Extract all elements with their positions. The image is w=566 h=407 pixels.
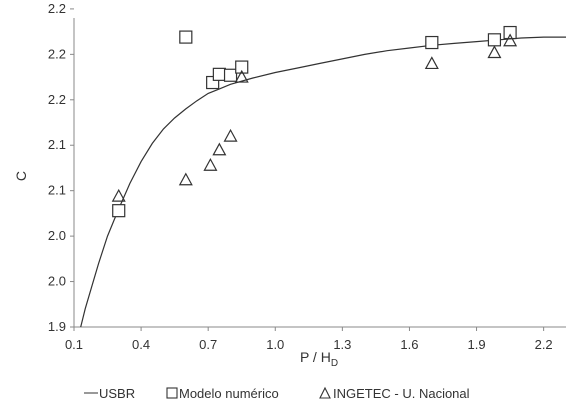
x-tick-label: 1.9	[468, 337, 486, 352]
ingetec-point	[223, 128, 238, 142]
x-tick-label: 1.6	[400, 337, 418, 352]
y-tick-label: 2.1	[48, 183, 66, 198]
x-tick-label: 0.1	[65, 337, 83, 352]
modelo-point	[487, 33, 502, 47]
y-tick-label: 2.1	[48, 137, 66, 152]
ingetec-point	[234, 69, 249, 83]
ingetec-point	[111, 188, 126, 202]
y-axis-title: C	[13, 171, 29, 181]
modelo-point	[223, 68, 238, 82]
y-tick-label: 2.0	[48, 228, 66, 243]
x-axis-title: P / HD	[300, 349, 338, 369]
legend-square-marker	[166, 387, 178, 399]
modelo-point	[235, 60, 249, 74]
y-tick-label: 2.2	[48, 1, 66, 16]
x-axis-title-subscript: D	[331, 358, 338, 369]
ingetec-point	[212, 142, 227, 156]
x-tick-labels: 0.1 0.4 0.7 1.0 1.3 1.6 1.9 2.2	[65, 327, 553, 352]
legend-ingetec-label: INGETEC - U. Nacional	[333, 386, 470, 401]
x-tick-label: 2.2	[535, 337, 553, 352]
ingetec-point	[487, 45, 502, 59]
usbr-curve	[80, 36, 566, 328]
modelo-point	[179, 30, 193, 44]
plot-area	[80, 25, 566, 328]
y-tick-label: 2.2	[48, 92, 66, 107]
modelo-point	[503, 25, 517, 40]
ingetec-point	[178, 172, 193, 186]
legend: USBR Modelo numérico INGETEC - U. Nacion…	[84, 386, 470, 401]
x-axis-title-main: P / H	[300, 349, 331, 365]
ingetec-point	[503, 33, 518, 47]
modelo-point	[425, 35, 439, 50]
x-tick-label: 0.7	[199, 337, 217, 352]
ingetec-point	[424, 56, 439, 70]
x-tick-label: 0.4	[132, 337, 150, 352]
ingetec-point	[203, 157, 218, 171]
legend-usbr-label: USBR	[99, 386, 135, 401]
y-tick-label: 2.2	[48, 46, 66, 61]
y-tick-label: 1.9	[48, 319, 66, 334]
modelo-point	[212, 67, 226, 81]
modelo-point	[112, 204, 126, 218]
legend-triangle-marker	[319, 386, 331, 399]
x-tick-label: 1.3	[333, 337, 351, 352]
y-tick-labels: 1.9 2.0 2.0 2.1 2.1 2.2 2.2 2.2	[48, 1, 74, 334]
legend-modelo-label: Modelo numérico	[179, 386, 279, 401]
x-tick-label: 1.0	[266, 337, 284, 352]
y-tick-label: 2.0	[48, 274, 66, 289]
